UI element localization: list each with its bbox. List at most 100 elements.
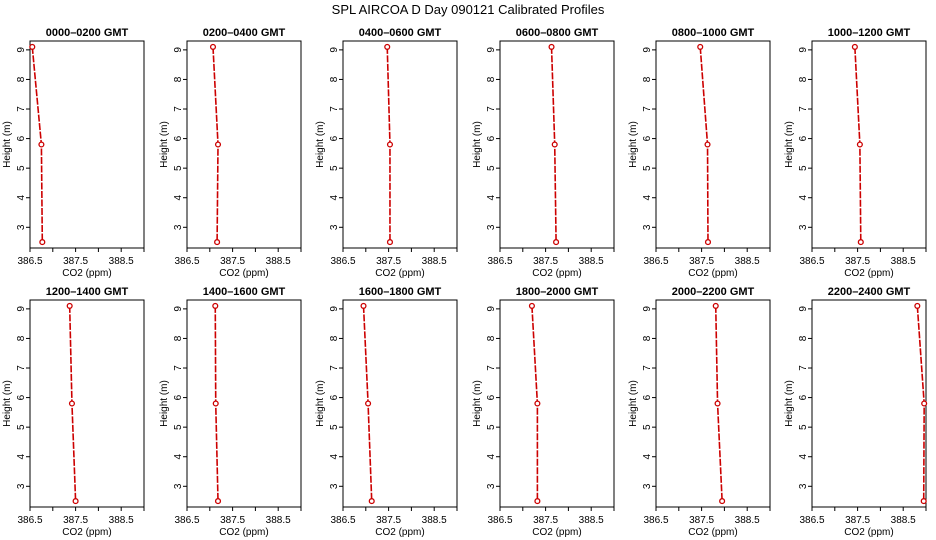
x-tick-label: 387.5 <box>533 256 558 267</box>
x-tick-label: 386.5 <box>487 256 512 267</box>
x-axis-label: CO2 (ppm) <box>62 527 111 538</box>
y-tick-label: 5 <box>798 424 809 430</box>
y-tick-label: 6 <box>329 135 340 141</box>
x-tick-label: 386.5 <box>487 515 512 526</box>
y-tick-label: 5 <box>16 165 27 171</box>
y-axis-label: Height (m) <box>159 121 170 168</box>
y-tick-label: 5 <box>173 424 184 430</box>
data-point <box>365 400 372 407</box>
y-tick-label: 4 <box>16 454 27 460</box>
data-point <box>857 239 864 246</box>
y-tick-label: 9 <box>16 306 27 312</box>
data-point <box>719 498 726 505</box>
y-tick-label: 5 <box>798 165 809 171</box>
panel-title: 0000–0200 GMT <box>46 27 129 39</box>
plot-frame <box>186 40 302 249</box>
y-tick-label: 3 <box>486 483 497 489</box>
y-tick-label: 7 <box>16 365 27 371</box>
x-tick-label: 386.5 <box>799 256 824 267</box>
data-point <box>214 239 221 246</box>
data-point <box>72 498 79 505</box>
plot-frame <box>342 40 458 249</box>
x-tick-label: 387.5 <box>376 256 401 267</box>
y-tick-label: 8 <box>16 76 27 82</box>
y-tick-label: 8 <box>642 76 653 82</box>
plot-frame <box>499 299 615 508</box>
x-tick-label: 387.5 <box>63 515 88 526</box>
y-tick-label: 6 <box>798 135 809 141</box>
y-tick-label: 8 <box>329 335 340 341</box>
y-tick-label: 3 <box>798 224 809 230</box>
y-tick-label: 3 <box>642 224 653 230</box>
y-tick-label: 9 <box>329 47 340 53</box>
x-axis-label: CO2 (ppm) <box>375 268 424 279</box>
data-point <box>212 302 219 309</box>
y-tick-label: 7 <box>329 106 340 112</box>
data-point <box>214 141 222 148</box>
data-point <box>368 498 375 505</box>
data-point <box>534 498 541 505</box>
x-axis-label: CO2 (ppm) <box>62 268 111 279</box>
x-tick-label: 386.5 <box>643 256 668 267</box>
y-tick-label: 4 <box>798 195 809 201</box>
y-axis-label: Height (m) <box>628 121 639 168</box>
x-tick-label: 386.5 <box>174 515 199 526</box>
y-tick-label: 8 <box>798 76 809 82</box>
y-tick-label: 7 <box>642 106 653 112</box>
y-tick-label: 5 <box>486 424 497 430</box>
data-point <box>551 141 558 148</box>
x-axis-label: CO2 (ppm) <box>844 268 893 279</box>
y-tick-label: 9 <box>173 306 184 312</box>
x-tick-label: 388.5 <box>579 515 604 526</box>
y-tick-label: 7 <box>16 106 27 112</box>
x-tick-label: 386.5 <box>174 256 199 267</box>
data-point <box>704 141 711 148</box>
data-point <box>384 43 391 50</box>
y-tick-label: 6 <box>486 135 497 141</box>
x-tick-label: 388.5 <box>735 256 760 267</box>
plot-frame <box>655 299 771 508</box>
x-tick-label: 388.5 <box>422 515 447 526</box>
data-point <box>29 43 36 50</box>
panel-title: 1800–2000 GMT <box>516 286 599 298</box>
y-tick-label: 4 <box>329 195 340 201</box>
x-tick-label: 388.5 <box>579 256 604 267</box>
x-tick-label: 386.5 <box>17 515 42 526</box>
plot-frame <box>342 299 458 508</box>
x-tick-label: 386.5 <box>330 515 355 526</box>
y-tick-label: 8 <box>329 76 340 82</box>
y-tick-label: 8 <box>798 335 809 341</box>
x-axis-label: CO2 (ppm) <box>375 527 424 538</box>
data-point <box>386 239 394 246</box>
y-tick-label: 3 <box>798 483 809 489</box>
data-point <box>212 400 219 407</box>
x-tick-label: 387.5 <box>533 515 558 526</box>
y-axis-label: Height (m) <box>472 380 483 427</box>
y-tick-label: 7 <box>173 365 184 371</box>
data-point <box>66 302 73 309</box>
y-tick-label: 4 <box>486 195 497 201</box>
data-point <box>856 141 863 148</box>
y-axis-label: Height (m) <box>472 121 483 168</box>
data-point <box>39 239 46 246</box>
y-tick-label: 6 <box>486 394 497 400</box>
x-tick-label: 388.5 <box>109 515 134 526</box>
x-axis-label: CO2 (ppm) <box>844 527 893 538</box>
data-point <box>921 400 928 407</box>
data-point <box>209 43 217 50</box>
data-point <box>214 498 222 505</box>
x-tick-label: 388.5 <box>735 515 760 526</box>
x-axis-label: CO2 (ppm) <box>219 268 268 279</box>
y-tick-label: 4 <box>486 454 497 460</box>
y-tick-label: 3 <box>329 224 340 230</box>
data-point <box>920 498 927 505</box>
y-tick-label: 6 <box>16 394 27 400</box>
y-tick-label: 5 <box>16 424 27 430</box>
data-point <box>712 302 719 309</box>
y-tick-label: 7 <box>486 365 497 371</box>
y-tick-label: 8 <box>642 335 653 341</box>
y-tick-label: 8 <box>16 335 27 341</box>
y-tick-label: 7 <box>173 106 184 112</box>
